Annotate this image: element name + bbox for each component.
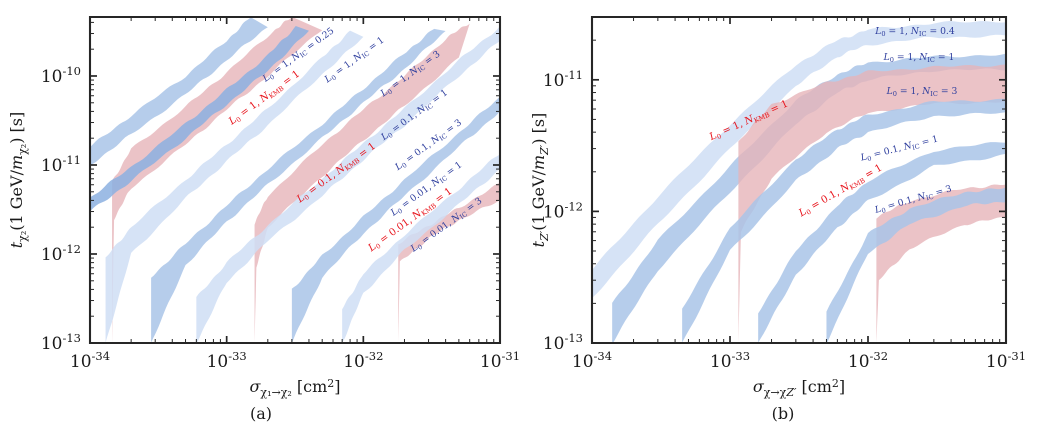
- x-tick-label: 10-32: [848, 349, 888, 372]
- x-tick-label: 10-31: [986, 349, 1026, 372]
- panel-a: 10-34 10-33 10-32 10-31 10-10 10-11 10-12 10-13…: [7, 15, 520, 423]
- panel-a-xaxis-title: σχ₁→χ₂ [cm2]: [249, 377, 340, 399]
- data-band: [592, 21, 1006, 298]
- x-tick-label: 10-33: [207, 349, 247, 372]
- data-band: [90, 17, 268, 165]
- x-tick-label: 10-34: [572, 349, 612, 372]
- panel-b-data-bands: [592, 21, 1006, 343]
- data-band: [196, 26, 500, 343]
- ann-b-ic-1-3: L0 = 1, NIC = 3: [886, 86, 958, 98]
- y-tick-label: 10-12: [543, 199, 583, 222]
- panel-b-caption: (b): [771, 404, 795, 423]
- ann-b-ic-1-04: L0 = 1, NIC = 0.4: [874, 26, 955, 38]
- panel-b-xaxis-title: σχ→χZ′ [cm2]: [753, 377, 845, 399]
- x-tick-label: 10-31: [480, 349, 520, 372]
- data-band: [398, 182, 500, 342]
- data-band: [682, 98, 1006, 343]
- data-band: [738, 64, 1006, 343]
- x-tick-label: 10-33: [710, 349, 750, 372]
- panel-a-yaxis-title: tχ₂(1 GeV/mχ₂) [s]: [7, 112, 29, 249]
- data-band: [90, 26, 309, 212]
- ann-b-ic-1-1: L0 = 1, NIC = 1: [883, 52, 955, 64]
- panel-a-data-bands: [90, 17, 500, 343]
- y-tick-label: 10-10: [41, 64, 81, 87]
- data-band: [254, 23, 470, 343]
- y-tick-label: 10-12: [41, 242, 81, 265]
- data-band: [758, 142, 1006, 343]
- panel-b-yaxis-title: tZ′(1 GeV/mZ′) [s]: [529, 113, 551, 248]
- x-tick-label: 10-32: [343, 349, 383, 372]
- data-band: [112, 17, 323, 343]
- panel-a-plot: 10-34 10-33 10-32 10-31 10-10 10-11 10-12 10-13…: [7, 15, 520, 399]
- y-tick-label: 10-11: [41, 153, 81, 176]
- panel-a-caption: (a): [249, 404, 273, 423]
- y-tick-label: 10-13: [41, 331, 81, 354]
- y-tick-label: 10-13: [543, 331, 583, 354]
- panel-b: 10-34 10-33 10-32 10-31 10-11 10-12 10-13 L0 =…: [522, 0, 1044, 446]
- x-tick-label: 10-34: [70, 349, 110, 372]
- data-band: [342, 154, 500, 343]
- data-band: [291, 96, 500, 343]
- data-band: [826, 187, 1006, 343]
- y-tick-label: 10-11: [543, 68, 583, 91]
- panel-b-plot: 10-34 10-33 10-32 10-31 10-11 10-12 10-13 L0 =…: [529, 15, 1026, 399]
